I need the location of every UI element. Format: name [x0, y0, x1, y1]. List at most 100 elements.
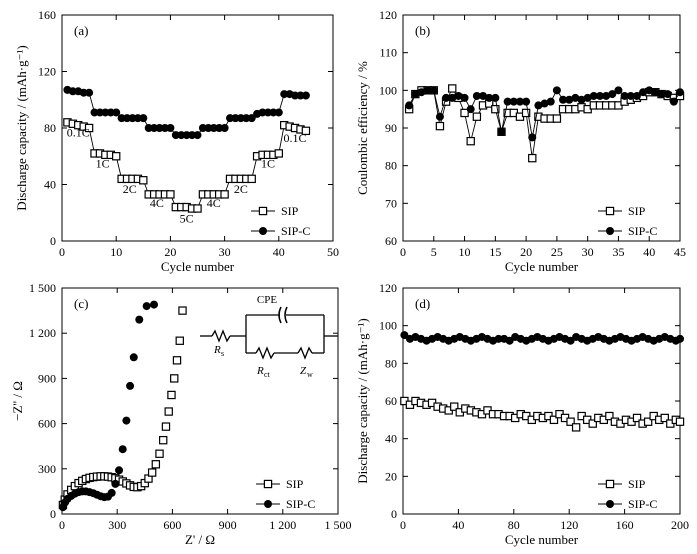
y-tick-label: 100 [379, 83, 397, 97]
data-point [164, 407, 173, 416]
data-point [135, 315, 144, 324]
series-sip [58, 306, 187, 510]
data-point [147, 468, 157, 477]
data-point [660, 413, 669, 423]
x-tick-label: 0 [400, 245, 406, 259]
data-point [460, 108, 469, 118]
data-point [466, 105, 475, 114]
data-point [549, 415, 559, 425]
data-point [632, 413, 642, 423]
data-point [626, 91, 635, 100]
data-point [151, 460, 161, 469]
legend-label: SIP [628, 204, 646, 218]
data-point [178, 306, 187, 315]
data-point [595, 91, 604, 100]
data-point [301, 126, 311, 136]
data-point [466, 136, 475, 146]
circuit-label-sub: w [307, 370, 313, 379]
series-sip-c [58, 300, 158, 512]
x-axis-label: Cycle number [505, 259, 579, 274]
data-point [155, 449, 164, 458]
data-point [528, 133, 537, 142]
data-point [405, 101, 414, 110]
x-tick-label: 40 [273, 245, 285, 259]
x-axis-label: Cycle number [505, 532, 579, 547]
data-point [139, 114, 148, 123]
data-point [159, 435, 168, 445]
legend-marker [264, 500, 272, 508]
y-tick-label: 80 [385, 159, 397, 173]
data-point [472, 91, 481, 100]
x-tick-label: 120 [560, 518, 578, 532]
panel-a-capacity-rate: 0 10 20 30 40 50 0 40 80 120 160 Cycle number Discha… [14, 8, 339, 274]
x-tick-label: 50 [327, 245, 339, 259]
data-point [247, 174, 256, 184]
data-point [583, 93, 592, 102]
rate-annotation: 4C [150, 196, 164, 210]
rate-annotation: 1C [261, 157, 275, 171]
panel-label: (d) [415, 296, 430, 311]
resistor-rct [255, 346, 275, 360]
panel-label: (b) [415, 23, 430, 38]
y-tick-label: 70 [385, 196, 397, 210]
data-point [565, 95, 574, 104]
legend-marker [605, 206, 615, 216]
legend-label: SIP-C [286, 497, 315, 511]
data-point [571, 423, 581, 432]
x-tick-label: 15 [489, 245, 501, 259]
y-tick-label: 120 [38, 65, 56, 79]
data-point [274, 149, 284, 158]
rate-annotation: 0.1C [67, 125, 90, 139]
data-point [552, 86, 561, 95]
data-point [485, 93, 494, 102]
y-tick-label: 20 [385, 469, 397, 483]
data-point [509, 97, 518, 106]
data-point [559, 95, 568, 104]
data-point [84, 123, 94, 133]
data-point [577, 95, 586, 104]
data-point [85, 88, 94, 97]
circuit-label-r: R [256, 365, 264, 377]
data-point [111, 152, 121, 161]
x-tick-label: 25 [551, 245, 563, 259]
data-point [172, 356, 182, 365]
series-line-segment [464, 112, 472, 142]
x-tick-label: 20 [520, 245, 532, 259]
y-tick-label: 60 [385, 394, 397, 408]
data-point [608, 90, 617, 99]
data-point [170, 374, 179, 383]
data-point [605, 411, 614, 421]
data-point [620, 91, 629, 100]
y-tick-label: 40 [44, 178, 56, 192]
x-tick-label: 20 [164, 245, 176, 259]
panel-label: (c) [74, 296, 88, 311]
data-point [139, 176, 148, 185]
data-point [522, 97, 531, 106]
data-point [247, 114, 256, 123]
data-point [129, 353, 138, 362]
data-point [220, 190, 229, 199]
x-tick-label: 0 [400, 518, 406, 532]
data-point [491, 104, 500, 114]
data-point [274, 108, 283, 117]
circuit-label-sub: s [221, 349, 224, 358]
rate-annotation: 5C [180, 212, 194, 226]
data-point [167, 390, 176, 400]
legend-marker [605, 479, 615, 489]
data-point [150, 300, 158, 309]
data-point [663, 90, 672, 99]
legend-label: SIP [628, 477, 646, 491]
x-tick-label: 35 [612, 245, 624, 259]
y-axis-label: Discharge capacity / (mAh·g⁻¹) [355, 318, 370, 483]
legend-entry: SIP-C [598, 224, 657, 238]
data-point [528, 153, 537, 163]
legend-marker [263, 479, 273, 489]
rate-annotation: 4C [207, 196, 221, 210]
x-tick-label: 30 [582, 245, 594, 259]
data-point [515, 97, 524, 106]
x-tick-label: 200 [671, 518, 689, 532]
series-line-segment [501, 101, 509, 132]
x-tick-label: 0 [59, 518, 65, 532]
